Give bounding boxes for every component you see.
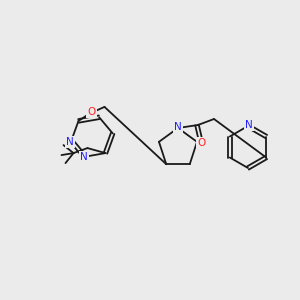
Text: O: O: [87, 107, 96, 117]
Text: N: N: [80, 152, 88, 162]
Text: O: O: [197, 138, 205, 148]
Text: N: N: [174, 122, 182, 132]
Text: N: N: [245, 120, 253, 130]
Text: N: N: [66, 136, 74, 147]
